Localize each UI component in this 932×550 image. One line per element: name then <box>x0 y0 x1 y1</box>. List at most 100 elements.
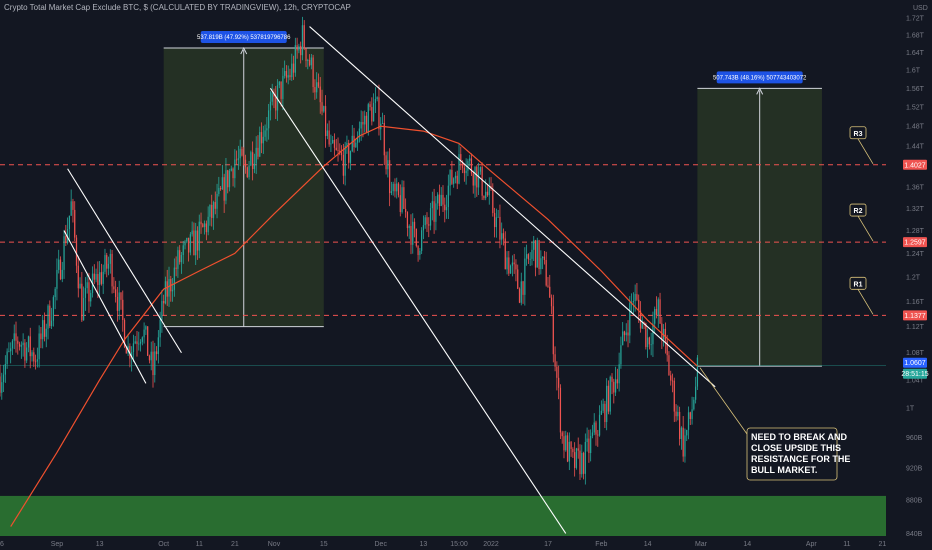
candle-body <box>154 351 156 376</box>
candle-body <box>499 216 501 240</box>
candle-body <box>351 135 353 152</box>
candle-body <box>75 237 78 266</box>
candle <box>104 248 106 275</box>
candle <box>433 188 435 234</box>
candle <box>56 258 58 301</box>
candle <box>362 111 364 138</box>
x-tick-label: 13 <box>96 541 104 548</box>
candle <box>625 323 627 342</box>
candle <box>673 377 675 423</box>
candle <box>579 444 581 480</box>
candle-body <box>4 363 6 375</box>
candle <box>518 287 521 304</box>
candle <box>675 404 677 422</box>
candle-body <box>200 221 202 225</box>
candle <box>223 173 225 213</box>
candle <box>24 339 26 368</box>
candle <box>273 88 275 109</box>
candle-body <box>367 104 369 133</box>
candle <box>449 169 451 196</box>
y-tick-label: 1.2T <box>906 274 921 281</box>
candle-body <box>536 240 538 268</box>
candle <box>695 376 697 404</box>
candle-body <box>659 299 661 324</box>
candle-body <box>563 436 565 451</box>
candle-body <box>29 336 31 357</box>
candle <box>63 229 65 279</box>
candle <box>99 261 101 297</box>
candle <box>355 138 357 149</box>
candle-body <box>417 245 419 256</box>
candle-body <box>118 292 120 311</box>
candle <box>696 354 699 390</box>
y-tick-label: 1.08T <box>906 350 925 357</box>
candle <box>559 384 562 439</box>
candle <box>106 252 108 278</box>
candle-body <box>381 122 384 124</box>
candle-body <box>221 177 224 190</box>
candle <box>205 220 208 241</box>
candle-body <box>82 297 85 321</box>
x-tick-label: 14 <box>644 541 652 548</box>
candle-body <box>319 86 321 103</box>
candle <box>513 253 515 274</box>
candle <box>620 336 622 369</box>
candle <box>1 372 3 400</box>
candle-body <box>454 175 457 179</box>
level-pointer <box>857 289 874 315</box>
candle-body <box>566 435 569 462</box>
candle-body <box>616 379 618 384</box>
candle <box>278 81 280 89</box>
candle-body <box>349 151 352 163</box>
candle <box>27 335 30 353</box>
candle <box>152 340 154 388</box>
x-tick-label: Oct <box>158 541 169 548</box>
candle-body <box>540 258 542 270</box>
candle-body <box>171 289 174 292</box>
candle <box>481 162 483 200</box>
candle-body <box>614 379 617 393</box>
candle-body <box>620 345 622 365</box>
candle <box>520 272 522 306</box>
candle <box>150 341 152 371</box>
candle <box>445 194 448 219</box>
candle <box>689 411 691 426</box>
candle <box>22 333 24 357</box>
candle <box>550 294 553 315</box>
candle-body <box>90 292 92 302</box>
candle-body <box>219 187 222 190</box>
candle <box>228 168 231 192</box>
candle-body <box>586 438 588 443</box>
candle-body <box>22 342 24 346</box>
candle-body <box>218 187 220 194</box>
candle <box>509 264 512 274</box>
x-tick-label: 21 <box>879 541 887 548</box>
candle-body <box>558 377 560 388</box>
candle-body <box>543 256 546 261</box>
candle-body <box>584 442 586 474</box>
candle-body <box>136 341 138 344</box>
candle-body <box>275 96 277 111</box>
candle-body <box>680 427 683 439</box>
candle <box>680 426 683 450</box>
candle-body <box>40 333 42 340</box>
y-tick-label: 880B <box>906 497 923 504</box>
y-tick-label: 1.6T <box>906 68 921 75</box>
candle-body <box>241 148 243 156</box>
x-tick-label: 16 <box>0 541 4 548</box>
candle <box>252 141 254 181</box>
candle-body <box>606 385 608 423</box>
candle <box>18 341 21 351</box>
candle-body <box>262 136 264 144</box>
candle <box>670 370 672 386</box>
candle <box>618 352 620 392</box>
y-tick-label: 840B <box>906 531 923 538</box>
candle-body <box>426 217 428 225</box>
level-pointer <box>857 215 874 242</box>
candle-body <box>636 294 638 300</box>
level-label-box <box>849 126 867 140</box>
candle <box>230 165 232 172</box>
candle <box>321 89 323 116</box>
candle <box>497 210 499 218</box>
candle <box>682 416 684 462</box>
